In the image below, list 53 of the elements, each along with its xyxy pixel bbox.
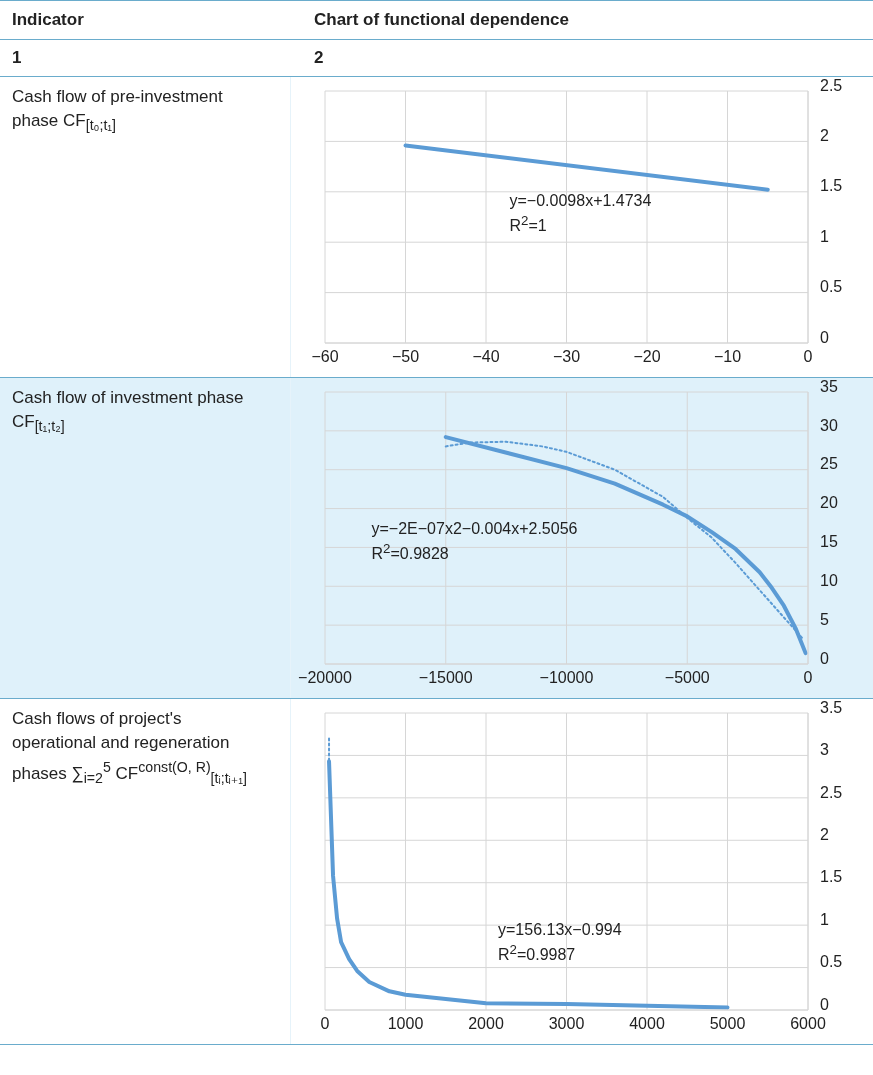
text: Cash flow of pre-investment phase CF$_{[t₀;t₁]}$ [11,86,224,136]
x-tick-label: −40 [472,348,500,366]
y-tick-label: 10 [820,571,838,589]
y-tick-label: 2.5 [820,76,843,94]
y-tick-label: 1 [820,910,829,928]
y-tick-label: 30 [820,416,838,434]
y-tick-label: 0 [820,649,829,667]
x-tick-label: −30 [552,348,581,366]
x-tick-label: 1000 [387,1015,424,1033]
y-tick-label: 3 [820,741,829,759]
y-tick-label: 3.5 [820,698,843,716]
x-tick-label: −20 [633,348,661,366]
text: Indicator [11,10,85,30]
text: 2 [314,48,324,67]
x-tick-label: 5000 [709,1015,746,1033]
x-tick-label: −10 [713,348,742,366]
y-tick-label: 2 [820,127,829,145]
x-tick-label: 4000 [629,1015,665,1033]
x-tick-label: −15000 [418,669,473,687]
x-tick-label: −50 [391,348,420,366]
x-tick-label: 2000 [468,1015,504,1033]
y-tick-label: 2.5 [820,783,843,801]
y-tick-label: 0.5 [820,953,843,971]
annotation: R$^{2}$=0.9828 [371,539,450,565]
x-tick-label: 0 [803,348,813,366]
x-tick-label: −20000 [298,669,353,687]
y-tick-label: 15 [820,533,838,551]
text: Cash flow of investment phase CF$_{[t₁;t₂]}$ [11,387,245,437]
x-tick-label: 0 [803,669,813,687]
x-tick-label: −10000 [539,669,594,687]
text: 1 [11,48,23,68]
x-tick-label: 0 [320,1015,330,1033]
y-tick-label: 0.5 [820,278,843,296]
x-tick-label: 3000 [548,1015,585,1033]
y-tick-label: 1 [820,227,829,245]
y-tick-label: 25 [820,455,838,473]
y-tick-label: 20 [820,494,838,512]
x-tick-label: −60 [311,348,339,366]
text: Chart of functional dependence [313,10,570,30]
annotation: y=156.13x−0.994 [498,919,622,940]
annotation: 2 [521,213,529,228]
y-tick-label: 1.5 [820,868,843,886]
x-tick-label: 6000 [790,1015,826,1033]
x-tick-label: −5000 [664,669,710,687]
y-tick-label: 0 [820,995,829,1013]
y-tick-label: 1.5 [820,177,843,195]
annotation: y=−0.0098x+1.4734 [509,191,652,211]
y-tick-label: 5 [820,610,829,628]
y-tick-label: 35 [820,377,838,395]
y-tick-label: 0 [820,328,829,346]
annotation: y=−2E−07x2−0.004x+2.5056 [371,518,578,539]
y-tick-label: 2 [820,825,829,843]
annotation: R$^{2}$=0.9987 [498,940,577,966]
